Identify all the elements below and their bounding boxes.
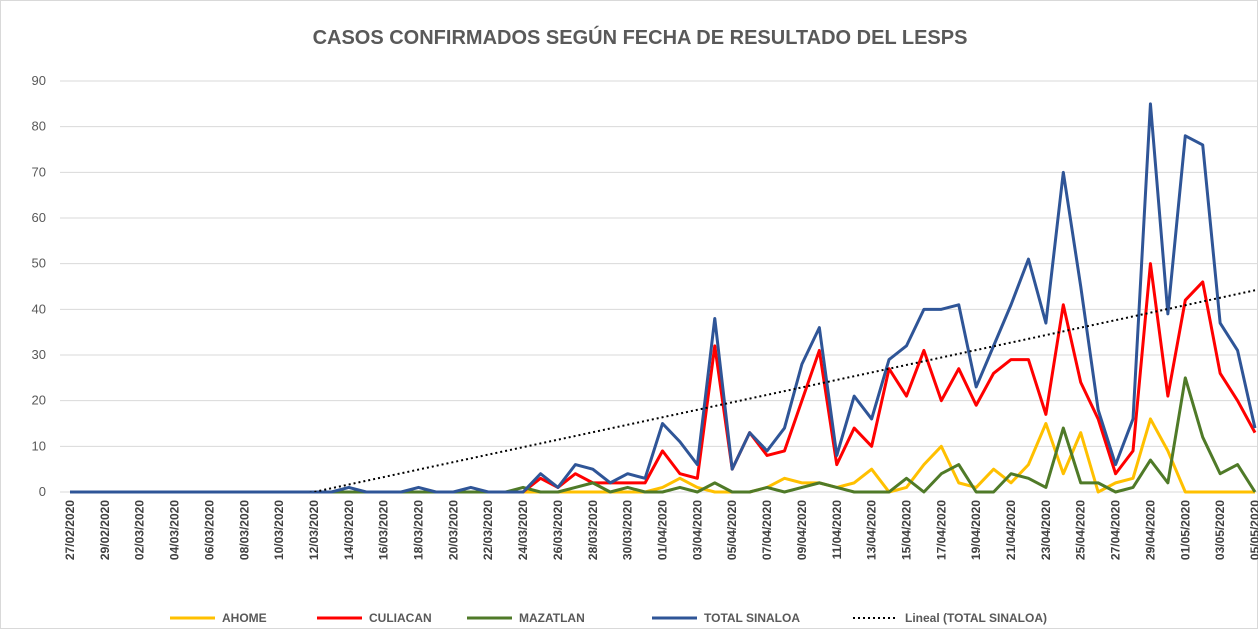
x-tick-label: 29/04/2020 xyxy=(1143,500,1157,560)
x-tick-label: 27/02/2020 xyxy=(63,500,77,560)
y-tick-label: 20 xyxy=(32,393,46,408)
y-tick-label: 80 xyxy=(32,119,46,134)
x-tick-label: 30/03/2020 xyxy=(621,500,635,560)
y-tick-label: 60 xyxy=(32,210,46,225)
x-tick-label: 16/03/2020 xyxy=(377,500,391,560)
x-tick-label: 09/04/2020 xyxy=(795,500,809,560)
x-tick-label: 05/04/2020 xyxy=(725,500,739,560)
x-tick-label: 22/03/2020 xyxy=(481,500,495,560)
x-tick-label: 23/04/2020 xyxy=(1039,500,1053,560)
x-tick-label: 05/05/2020 xyxy=(1248,500,1258,560)
x-tick-label: 19/04/2020 xyxy=(969,500,983,560)
y-tick-label: 50 xyxy=(32,256,46,271)
chart-title: CASOS CONFIRMADOS SEGÚN FECHA DE RESULTA… xyxy=(313,25,968,49)
y-tick-label: 90 xyxy=(32,73,46,88)
trend-line xyxy=(309,289,1256,492)
x-tick-label: 27/04/2020 xyxy=(1109,500,1123,560)
x-tick-label: 29/02/2020 xyxy=(98,500,112,560)
x-tick-label: 17/04/2020 xyxy=(934,500,948,560)
y-tick-label: 0 xyxy=(39,484,46,499)
x-tick-label: 07/04/2020 xyxy=(760,500,774,560)
x-tick-label: 01/05/2020 xyxy=(1178,500,1192,560)
x-tick-label: 21/04/2020 xyxy=(1004,500,1018,560)
x-tick-label: 10/03/2020 xyxy=(272,500,286,560)
trend-group xyxy=(309,289,1256,492)
x-tick-label: 14/03/2020 xyxy=(342,500,356,560)
x-tick-label: 01/04/2020 xyxy=(656,500,670,560)
x-tick-label: 12/03/2020 xyxy=(307,500,321,560)
x-tick-label: 11/04/2020 xyxy=(830,500,844,560)
x-tick-label: 13/04/2020 xyxy=(865,500,879,560)
x-tick-label: 15/04/2020 xyxy=(899,500,913,560)
y-tick-label: 30 xyxy=(32,347,46,362)
x-tick-label: 06/03/2020 xyxy=(202,500,216,560)
x-tick-label: 03/04/2020 xyxy=(690,500,704,560)
y-tick-label: 70 xyxy=(32,164,46,179)
legend-label: Lineal (TOTAL SINALOA) xyxy=(905,611,1047,625)
x-tick-label: 03/05/2020 xyxy=(1213,500,1227,560)
legend-label: MAZATLAN xyxy=(519,611,585,625)
x-tick-label: 25/04/2020 xyxy=(1074,500,1088,560)
x-tick-label: 24/03/2020 xyxy=(516,500,530,560)
x-tick-label: 04/03/2020 xyxy=(168,500,182,560)
legend-label: AHOME xyxy=(222,611,267,625)
x-tick-label: 20/03/2020 xyxy=(446,500,460,560)
x-tick-label: 02/03/2020 xyxy=(133,500,147,560)
y-tick-label: 40 xyxy=(32,301,46,316)
x-tick-label: 26/03/2020 xyxy=(551,500,565,560)
x-tick-label: 18/03/2020 xyxy=(412,500,426,560)
x-tick-label: 08/03/2020 xyxy=(237,500,251,560)
y-tick-label: 10 xyxy=(32,438,46,453)
series-line xyxy=(70,102,1257,494)
legend-label: TOTAL SINALOA xyxy=(704,611,800,625)
legend-label: CULIACAN xyxy=(369,611,432,625)
x-tick-label: 28/03/2020 xyxy=(586,500,600,560)
